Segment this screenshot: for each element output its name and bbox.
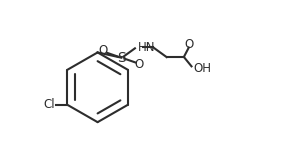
Text: Cl: Cl	[44, 98, 55, 111]
Text: S: S	[117, 51, 126, 65]
Text: O: O	[135, 58, 144, 71]
Text: O: O	[185, 38, 194, 51]
Text: OH: OH	[194, 62, 212, 75]
Text: O: O	[99, 45, 108, 57]
Text: HN: HN	[138, 41, 156, 54]
